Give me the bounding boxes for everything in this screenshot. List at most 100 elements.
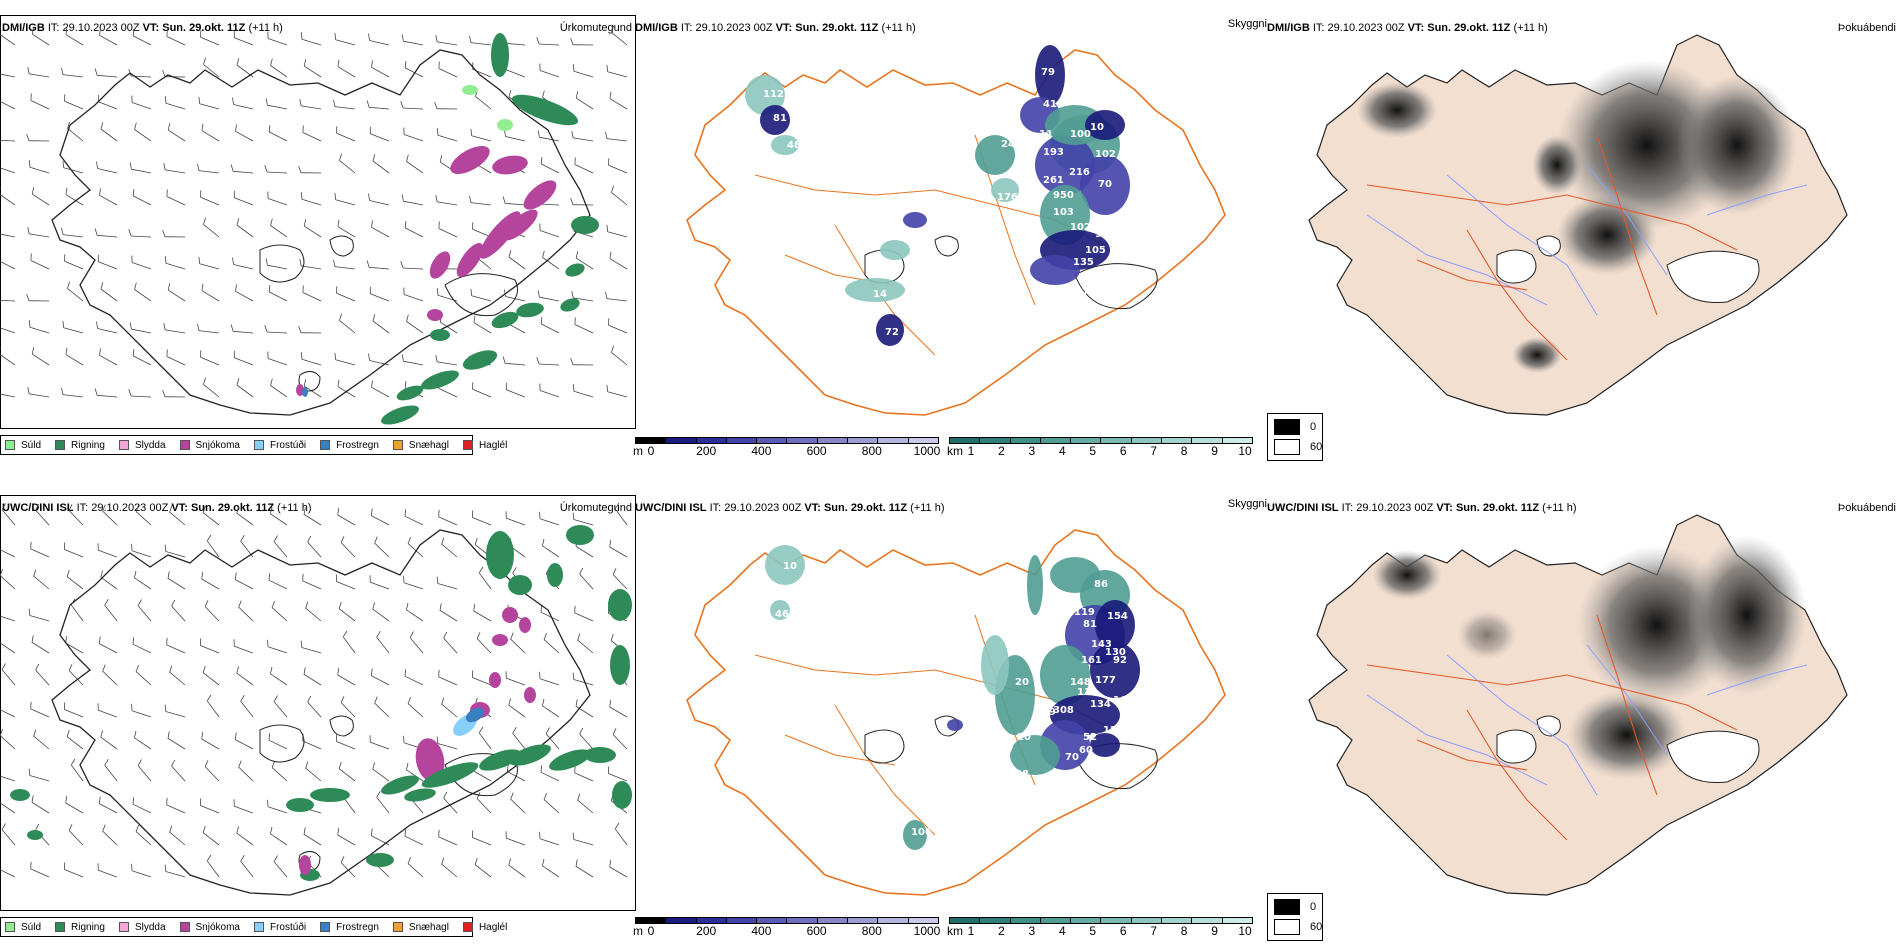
wind-barb — [438, 676, 458, 686]
wind-barb — [407, 703, 424, 718]
wind-barb — [307, 701, 322, 718]
model-name: UWC/DINI ISL — [2, 502, 74, 514]
legend-item-snjokoma: Snjókoma — [179, 440, 240, 451]
precip-area — [299, 855, 311, 875]
wind-barb — [302, 740, 322, 750]
visibility-area — [1040, 185, 1090, 245]
wind-barb — [340, 702, 356, 718]
precip-area — [462, 350, 498, 370]
wind-barb — [438, 516, 458, 526]
wind-barb — [134, 737, 152, 750]
wind-barb — [305, 767, 322, 782]
wind-barb — [165, 711, 186, 718]
wind-barb — [0, 139, 16, 142]
wind-barb — [437, 583, 458, 590]
wind-barb — [270, 225, 288, 238]
wind-barb — [206, 860, 220, 878]
visibility-area — [1035, 135, 1095, 195]
wind-barb — [99, 643, 118, 654]
wind-barb — [339, 320, 356, 334]
wind-barb — [269, 131, 288, 142]
wind-barb — [63, 234, 84, 238]
wind-barb — [171, 605, 186, 622]
wind-barb — [204, 606, 220, 622]
wind-barb — [471, 295, 492, 302]
visibility-value: 172 — [1055, 285, 1076, 296]
wind-barb — [70, 604, 84, 622]
visibility-value: 81 — [773, 113, 787, 124]
panel-title: Þokuábendi — [1837, 22, 1896, 34]
wind-barb — [269, 291, 288, 302]
wind-barb — [131, 168, 152, 174]
visibility-value: 20 — [1017, 732, 1031, 743]
wind-barb — [234, 37, 254, 46]
visibility-areas — [765, 545, 1140, 850]
wind-barb — [575, 97, 594, 110]
wind-barb — [200, 36, 220, 46]
wind-barb — [0, 73, 16, 78]
wind-barb — [97, 74, 118, 78]
colorbar-tick: 600 — [806, 444, 827, 458]
wind-barb — [612, 734, 628, 750]
wind-barb — [538, 43, 560, 46]
visibility-value: 497 — [993, 745, 1014, 756]
visibility-value: 11 — [1039, 129, 1053, 140]
visibility-value: 70 — [1098, 179, 1112, 190]
wind-barb — [166, 644, 186, 654]
precip-area — [465, 707, 485, 723]
visibility-value: 467 — [775, 609, 796, 620]
wind-barb — [505, 136, 526, 142]
precip-area — [502, 607, 518, 623]
wind-barb — [538, 363, 560, 366]
wind-barb — [131, 870, 152, 878]
iceland-map — [0, 25, 628, 425]
wind-barb — [438, 836, 458, 846]
panel-title: Skyggni — [1227, 498, 1267, 510]
wind-barb — [609, 866, 628, 878]
wind-barb — [0, 549, 16, 558]
wind-barb — [574, 612, 594, 622]
wind-barb — [472, 388, 492, 398]
wind-barb — [611, 192, 628, 206]
visibility-value: 92 — [1113, 655, 1127, 666]
fog-high-swatch — [1274, 419, 1300, 435]
colorbar-tick: 2 — [998, 444, 1005, 458]
wind-barb — [200, 356, 220, 366]
wind-barb — [200, 805, 220, 814]
wind-barb — [575, 257, 594, 270]
wind-barb — [166, 804, 186, 814]
wind-barb — [235, 739, 254, 750]
wind-barb — [403, 40, 424, 46]
wind-barb — [472, 677, 492, 686]
wind-barb — [97, 394, 118, 398]
wind-barb — [471, 42, 492, 46]
wind-barb — [370, 293, 390, 302]
wind-barb — [199, 170, 220, 174]
visibility-areas — [745, 45, 1130, 346]
legend-item-frostudi: Frostúði — [253, 440, 306, 451]
wind-barb — [573, 679, 594, 686]
iceland-visibility-map: 79 112 81 486 41 11 242 100 193 10 102 550 216 261 950… — [686, 45, 1226, 416]
wind-barb — [234, 805, 254, 814]
wind-barb — [406, 609, 424, 622]
wind-barb — [0, 299, 16, 302]
wind-barb — [303, 65, 322, 78]
visibility-value: 240 — [1025, 787, 1046, 798]
wind-barb — [98, 261, 118, 270]
wind-barb — [0, 233, 16, 238]
visibility-value: 142 — [1033, 285, 1054, 296]
wind-barb — [372, 320, 390, 334]
wind-barb — [301, 265, 322, 270]
wind-barb — [267, 198, 288, 206]
visibility-area — [975, 135, 1015, 175]
visibility-value: 147 — [1095, 272, 1116, 283]
wind-barb — [199, 330, 220, 334]
precip-area — [430, 329, 450, 341]
wind-barb — [542, 705, 560, 718]
colorbar-tick: 600 — [806, 924, 827, 938]
wind-barb — [404, 515, 424, 526]
wind-barb — [0, 100, 16, 110]
wind-barb — [577, 799, 594, 814]
wind-barb — [267, 358, 288, 366]
